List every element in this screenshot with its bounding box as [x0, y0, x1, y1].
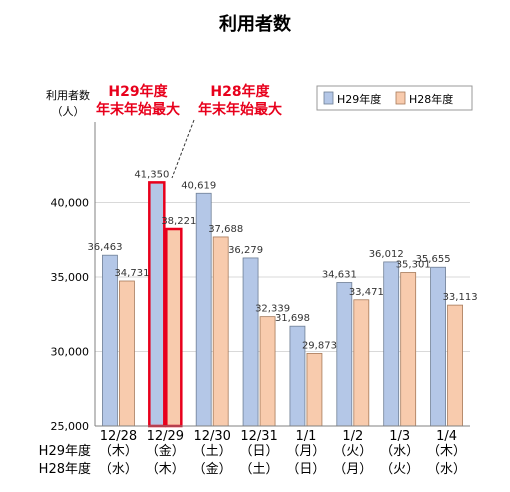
weekday-h28: （木） — [146, 462, 185, 477]
bar-h28-1/4 — [447, 304, 463, 427]
data-label-h28-12/28: 34,731 — [114, 268, 149, 279]
bar-h29-1/3 — [383, 261, 400, 427]
weekday-h28: （土） — [240, 462, 279, 477]
legend-swatch-h29 — [323, 91, 334, 105]
row-label-h28: H28年度 — [39, 461, 91, 477]
weekday-h29: （月） — [286, 444, 325, 459]
weekday-h29: （日） — [240, 444, 279, 459]
annotation-h29-line2: 年末年始最大 — [96, 101, 180, 118]
y-axis-label-line2: （人） — [52, 105, 85, 118]
y-tick-label: 25,000 — [51, 420, 90, 433]
bars — [102, 181, 463, 428]
x-tick-label: 12/30 — [193, 429, 230, 444]
x-tick-label: 1/4 — [436, 429, 457, 444]
annotation-h28-line2: 年末年始最大 — [198, 101, 282, 118]
data-label-h29-12/30: 40,619 — [181, 180, 216, 191]
weekday-h28: （水） — [427, 462, 466, 477]
weekday-h28: （日） — [286, 462, 325, 477]
bar-h28-1/3 — [400, 272, 417, 427]
data-label-h28-12/30: 37,688 — [208, 224, 243, 235]
weekday-h29: （水） — [380, 444, 419, 459]
annotation-h28-leader — [171, 119, 195, 179]
data-label-h29-1/4: 35,655 — [416, 254, 451, 265]
bar-h29-1/4 — [430, 266, 446, 427]
annotation-h28-line1: H28年度 — [210, 83, 270, 100]
bar-h28-1/1 — [306, 352, 323, 427]
x-tick-label: 1/1 — [295, 429, 316, 444]
legend-label-h28: H28年度 — [409, 92, 453, 106]
data-label-h28-12/29: 38,221 — [161, 216, 196, 227]
data-label-h28-1/3: 35,301 — [396, 260, 431, 271]
weekday-h29: （木） — [427, 444, 466, 459]
data-label-h29-12/31: 36,279 — [228, 245, 263, 256]
y-tick-label: 35,000 — [51, 271, 90, 284]
data-label-h28-1/1: 29,873 — [302, 340, 337, 351]
data-label-h29-1/1: 31,698 — [275, 313, 310, 324]
data-label-h29-12/29: 41,350 — [134, 169, 169, 180]
data-label-h28-1/2: 33,471 — [349, 287, 384, 298]
bar-h28-12/29 — [165, 227, 183, 428]
legend-swatch-h28 — [395, 91, 406, 105]
weekday-h28: （火） — [380, 462, 419, 477]
annotation-h28: H28年度 年末年始最大 — [171, 83, 282, 179]
data-label-h28-12/31: 32,339 — [255, 304, 290, 315]
data-labels: 36,463 34,731 41,350 38,221 40,619 37,688 36,2… — [87, 169, 477, 351]
x-axis: H29年度H28年度12/28（木）（水）12/29（金）（木）12/30（土）… — [39, 425, 470, 477]
x-tick-label: 1/3 — [389, 429, 410, 444]
data-label-h29-12/28: 36,463 — [87, 242, 122, 253]
y-axis-label-line1: 利用者数 — [46, 89, 90, 102]
legend-frame — [316, 85, 473, 111]
weekday-h28: （水） — [99, 462, 138, 477]
row-label-h29: H29年度 — [39, 443, 91, 459]
y-tick-label: 30,000 — [51, 346, 90, 359]
annotation-h29: H29年度 年末年始最大 — [96, 83, 180, 118]
weekday-h29: （木） — [99, 444, 138, 459]
bar-h29-12/31 — [242, 257, 259, 427]
bar-h28-12/28 — [119, 280, 135, 427]
weekday-h28: （金） — [193, 461, 232, 477]
x-tick-label: 12/31 — [240, 429, 277, 444]
legend-label-h29: H29年度 — [337, 92, 381, 106]
bar-h29-1/2 — [336, 282, 353, 427]
data-label-h29-1/3: 36,012 — [369, 249, 404, 260]
x-tick-label: 12/28 — [100, 429, 137, 444]
weekday-h29: （火） — [333, 444, 372, 459]
legend: H29年度 H28年度 — [316, 85, 473, 111]
bar-h28-1/2 — [353, 299, 370, 427]
bar-h28-12/30 — [212, 236, 229, 427]
chart-title: 利用者数 — [219, 13, 292, 35]
data-label-h28-1/4: 33,113 — [443, 292, 478, 303]
weekday-h28: （月） — [333, 462, 372, 477]
x-tick-label: 1/2 — [342, 429, 363, 444]
bar-h29-12/28 — [102, 254, 118, 427]
x-tick-label: 12/29 — [147, 429, 184, 444]
annotation-h29-line1: H29年度 — [108, 83, 168, 100]
y-tick-label: 40,000 — [51, 197, 90, 210]
weekday-h29: （土） — [193, 444, 232, 459]
weekday-h29: （金） — [146, 443, 185, 459]
bar-h28-12/31 — [259, 316, 276, 427]
data-label-h29-1/2: 34,631 — [322, 269, 357, 280]
